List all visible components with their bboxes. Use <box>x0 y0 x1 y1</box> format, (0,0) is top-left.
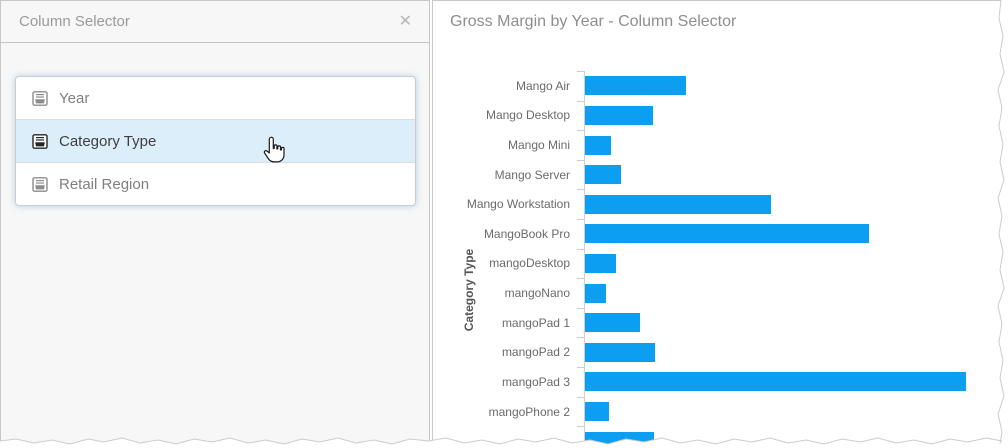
chart-row: Mango Mini <box>433 130 1008 160</box>
axis-tick <box>577 337 584 339</box>
category-label: Mango Air <box>515 78 570 93</box>
bar-mangodesktop[interactable] <box>585 253 616 273</box>
plot-area: Mango Air Mango Desktop Mango Mini Mango Se… <box>433 71 1008 448</box>
chart-row: Mango Desktop <box>433 100 1008 131</box>
chart-row: mangoNano <box>433 278 1008 308</box>
chart-row: Mango Server <box>433 159 1008 190</box>
bar-mango-workstation[interactable] <box>585 194 771 214</box>
axis-tick <box>577 71 584 72</box>
column-selector-dialog: Column Selector ✕ Year <box>0 0 430 448</box>
column-drawer-icon <box>32 133 48 149</box>
chart-row: mangoPad 2 <box>433 337 1008 367</box>
category-label: mangoPad 1 <box>501 315 570 330</box>
column-list: Year Category Type <box>15 76 416 206</box>
bar-mango-server[interactable] <box>585 165 621 185</box>
bar-mangonano[interactable] <box>585 283 606 303</box>
list-item-label: Year <box>59 89 90 107</box>
bar-mango-mini[interactable] <box>585 135 611 155</box>
category-label: Mango Desktop <box>485 108 570 123</box>
bar-cut-off[interactable] <box>585 431 654 448</box>
bar-mangopad-2[interactable] <box>585 342 655 362</box>
chart-row: Mango Air <box>433 71 1008 101</box>
axis-tick <box>577 307 584 309</box>
chart-row: mangoPad 1 <box>433 307 1008 338</box>
dialog-header: Column Selector ✕ <box>1 1 429 43</box>
close-icon[interactable]: ✕ <box>395 1 416 42</box>
list-item-label: Category Type <box>59 132 157 150</box>
chart-row: Mango Workstation <box>433 189 1008 219</box>
category-label: Mango Mini <box>507 138 570 153</box>
axis-tick <box>577 219 584 221</box>
chart-row: mangoPad 3 <box>433 367 1008 397</box>
column-drawer-icon <box>32 90 48 106</box>
category-label: mangoPad 3 <box>501 374 570 389</box>
category-label: mangoDesktop <box>489 256 570 271</box>
chart-row <box>433 426 1008 448</box>
chart-row: mangoPhone 2 <box>433 396 1008 427</box>
category-label: mangoPad 2 <box>501 345 570 360</box>
dialog-title: Column Selector <box>19 13 130 30</box>
chart-row: mangoDesktop <box>433 248 1008 279</box>
chart-panel: Gross Margin by Year - Column Selector C… <box>432 0 1008 448</box>
axis-tick <box>577 189 584 191</box>
y-axis-line <box>584 71 585 448</box>
category-label: mangoPhone 2 <box>488 404 570 419</box>
category-label: mangoNano <box>504 286 570 301</box>
bar-mangobook-pro[interactable] <box>585 224 869 244</box>
list-item-retail-region[interactable]: Retail Region <box>16 162 415 205</box>
bar-mangopad-3[interactable] <box>585 372 966 392</box>
bar-mango-air[interactable] <box>585 76 686 96</box>
list-item-year[interactable]: Year <box>16 77 415 119</box>
bar-mangopad-1[interactable] <box>585 313 640 333</box>
chart-row: MangoBook Pro <box>433 219 1008 249</box>
axis-tick <box>577 278 584 280</box>
chart-title: Gross Margin by Year - Column Selector <box>450 13 737 30</box>
category-label: Mango Workstation <box>466 197 570 212</box>
axis-tick <box>577 396 584 398</box>
category-label: MangoBook Pro <box>483 226 570 241</box>
list-item-category-type[interactable]: Category Type <box>16 119 415 162</box>
column-drawer-icon <box>32 176 48 192</box>
bar-mango-desktop[interactable] <box>585 105 653 125</box>
axis-tick <box>577 159 584 161</box>
axis-tick <box>577 367 584 369</box>
axis-tick <box>577 426 584 428</box>
axis-tick <box>577 130 584 132</box>
axis-tick <box>577 100 584 102</box>
bar-mangophone-2[interactable] <box>585 402 609 421</box>
category-label: Mango Server <box>494 167 570 182</box>
list-item-label: Retail Region <box>59 175 150 193</box>
axis-tick <box>577 248 584 250</box>
